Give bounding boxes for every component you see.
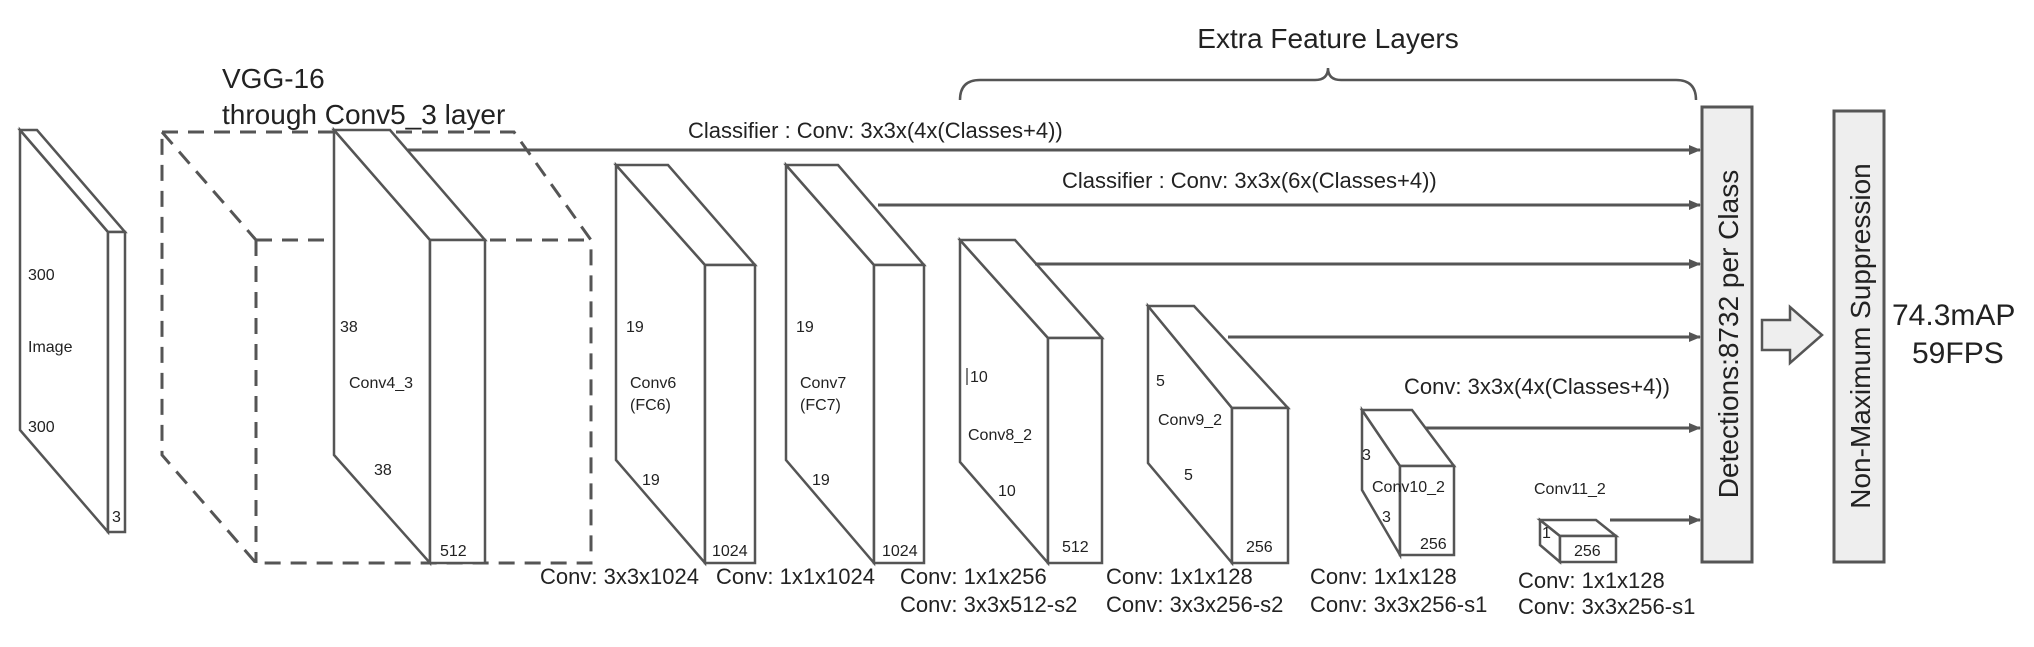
conv9-2-dim-1: 5 — [1156, 373, 1165, 390]
conv7-dim-1: 19 — [796, 319, 814, 336]
image-dim-1: 300 — [28, 267, 55, 284]
vgg-label-line2: through Conv5_3 layer — [222, 99, 505, 130]
image-depth: 3 — [112, 509, 121, 526]
conv8-2-label: Conv8_2 — [968, 427, 1032, 444]
conv11-2-dim: 1 — [1542, 525, 1551, 542]
conv4-3-depth: 512 — [440, 543, 467, 560]
conv10-2-depth: 256 — [1420, 536, 1447, 553]
conv10-2-block: 3 Conv10_2 3 256 — [1359, 405, 1457, 560]
conv8-2-dim-2: 10 — [998, 483, 1016, 500]
conv6-sub-label: (FC6) — [630, 397, 671, 414]
conv4-3-block: 38 Conv4_3 38 512 — [331, 126, 488, 567]
conv8-2-dim-1: 10 — [970, 369, 988, 386]
result-fps: 59FPS — [1912, 337, 2004, 370]
conv8-2-block: 10 Conv8_2 10 512 — [957, 236, 1105, 567]
detections-label: Detections:8732 per Class — [1713, 170, 1744, 498]
conv9-2-block: 5 Conv9_2 5 256 — [1145, 302, 1291, 567]
conv8-2-depth: 512 — [1062, 539, 1089, 556]
conv10-2-dim-1: 3 — [1362, 447, 1371, 464]
vgg-label-line1: VGG-16 — [222, 63, 325, 94]
detections-box — [1700, 105, 1754, 564]
conv7-sub-label: (FC7) — [800, 397, 841, 414]
conv9-op-label-b: Conv: 3x3x256-s2 — [1106, 592, 1283, 617]
conv6-block: 19 Conv6 (FC6) 19 1024 — [613, 161, 758, 567]
conv7-depth: 1024 — [882, 543, 918, 560]
conv4-3-dim-2: 38 — [374, 462, 392, 479]
conv4-3-dim-1: 38 — [340, 319, 358, 336]
image-block: 300 Image 300 3 — [17, 126, 128, 536]
conv9-op-label-a: Conv: 1x1x128 — [1106, 564, 1253, 589]
conv6-depth: 1024 — [712, 543, 748, 560]
conv7-op-label: Conv: 1x1x1024 — [716, 564, 875, 589]
nms-label: Non-Maximum Suppression — [1845, 163, 1876, 508]
result-map: 74.3mAP — [1892, 299, 2015, 332]
classifier-label-1: Classifier : Conv: 3x3x(4x(Classes+4)) — [688, 118, 1063, 143]
image-dim-2: 300 — [28, 419, 55, 436]
conv6-op-label: Conv: 3x3x1024 — [540, 564, 699, 589]
conv11-op-label-b: Conv: 3x3x256-s1 — [1518, 594, 1695, 619]
conv7-dim-2: 19 — [812, 472, 830, 489]
conv11-2-label: Conv11_2 — [1534, 481, 1606, 498]
conv11-2-depth: 256 — [1574, 543, 1601, 560]
conv10-op-label-a: Conv: 1x1x128 — [1310, 564, 1457, 589]
conv11-2-block: 1 256 — [1536, 517, 1620, 565]
conv7-block: 19 Conv7 (FC7) 19 1024 — [783, 161, 927, 567]
conv8-op-label-b: Conv: 3x3x512-s2 — [900, 592, 1077, 617]
conv8-op-label-a: Conv: 1x1x256 — [900, 564, 1047, 589]
classifier-label-2: Classifier : Conv: 3x3x(6x(Classes+4)) — [1062, 168, 1437, 193]
conv7-label: Conv7 — [800, 375, 846, 392]
conv10-op-label-b: Conv: 3x3x256-s1 — [1310, 592, 1487, 617]
conv9-2-dim-2: 5 — [1184, 467, 1193, 484]
nms-box — [1832, 109, 1886, 564]
conv4-3-label: Conv4_3 — [349, 375, 413, 392]
image-label: Image — [28, 339, 73, 356]
conv10-2-dim-2: 3 — [1382, 509, 1391, 526]
conv11-op-label-a: Conv: 1x1x128 — [1518, 568, 1665, 593]
conv6-dim-1: 19 — [626, 319, 644, 336]
conv10-2-label: Conv10_2 — [1372, 479, 1445, 496]
conv9-2-depth: 256 — [1246, 539, 1273, 556]
conv9-2-label: Conv9_2 — [1158, 412, 1222, 429]
classifier-label-3: Conv: 3x3x(4x(Classes+4)) — [1404, 374, 1670, 399]
extra-feature-layers-brace — [958, 67, 1698, 101]
conv6-dim-2: 19 — [642, 472, 660, 489]
conv6-label: Conv6 — [630, 375, 676, 392]
extra-feature-layers-label: Extra Feature Layers — [1197, 23, 1458, 54]
block-arrow-icon — [1760, 304, 1824, 366]
